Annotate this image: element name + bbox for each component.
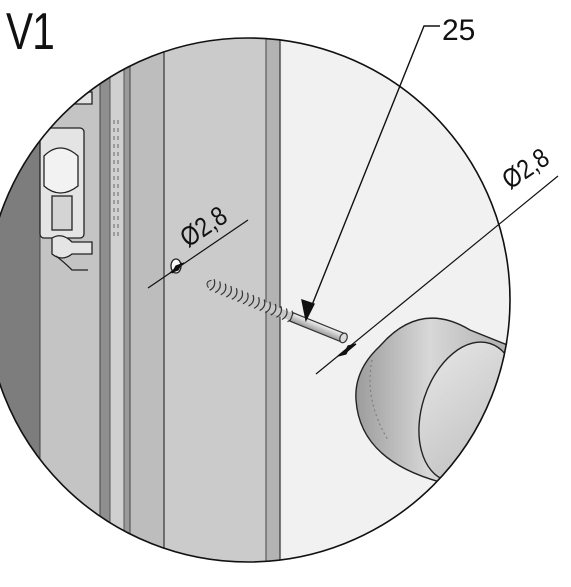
view-label: V1 [6, 3, 55, 61]
countersunk-screw-icon [206, 279, 348, 344]
door-surface [282, 38, 510, 562]
part-leader: 25 [301, 14, 475, 323]
screw-diameter-label: Ø2,8 [497, 143, 555, 196]
part-number-label: 25 [442, 14, 475, 47]
hinge-clip-icon [39, 71, 93, 271]
detail-circle-border [0, 37, 511, 563]
